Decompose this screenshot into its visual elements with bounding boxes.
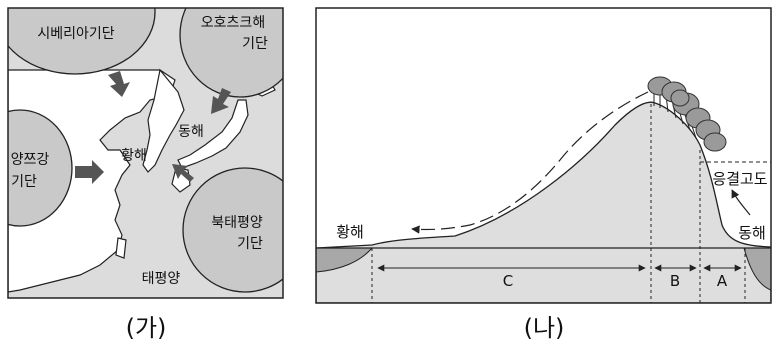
panel-ga-frame bbox=[7, 7, 284, 299]
taiwan bbox=[115, 237, 127, 259]
pacific-label: 태평양 bbox=[142, 271, 181, 287]
japan-honshu bbox=[177, 99, 249, 169]
north-pacific-label-1: 북태평양 bbox=[211, 215, 263, 231]
condensation-level-label: 응결고도 bbox=[712, 170, 767, 188]
caption-na: (나) bbox=[524, 314, 565, 342]
section-c-label: C bbox=[503, 272, 513, 290]
okhotsk-label-2: 기단 bbox=[242, 36, 268, 52]
siberia-label: 시베리아기단 bbox=[37, 26, 114, 42]
section-b-label: B bbox=[670, 272, 680, 290]
okhotsk-arrow bbox=[211, 88, 231, 114]
north-pacific-air-mass bbox=[182, 167, 283, 293]
airflow-windward-arrow bbox=[731, 189, 751, 216]
yellow-sea-label-na: 황해 bbox=[336, 223, 364, 241]
east-sea-label-na: 동해 bbox=[738, 224, 766, 242]
cloud-icon bbox=[647, 76, 727, 152]
caption-ga: (가) bbox=[126, 314, 167, 342]
section-boundaries bbox=[371, 104, 746, 303]
yangtze-arrow bbox=[75, 160, 104, 184]
yangtze-label-1: 양쯔강 bbox=[11, 152, 50, 168]
okhotsk-air-mass bbox=[179, 8, 283, 98]
section-a-label: A bbox=[717, 272, 728, 290]
airflow-leeward-arrow bbox=[411, 91, 649, 234]
yangtze-label-2: 기단 bbox=[11, 174, 37, 190]
east-sea-label: 동해 bbox=[178, 124, 204, 140]
north-pacific-arrow bbox=[172, 164, 194, 182]
yangtze-air-mass bbox=[8, 109, 73, 227]
panel-ga: 시베리아기단 오호츠크해 기단 양쯔강 기단 북태평양 기단 동해 황해 태평양… bbox=[7, 7, 284, 342]
panel-na: C B A 황해 동해 응결고도 (나) bbox=[315, 7, 772, 342]
panel-na-frame bbox=[315, 7, 772, 304]
terrain bbox=[316, 101, 771, 303]
east-sea-water bbox=[743, 247, 771, 291]
korean-peninsula bbox=[142, 68, 185, 173]
yellow-sea-water bbox=[316, 247, 374, 273]
siberia-arrow bbox=[108, 71, 130, 97]
siberia-air-mass bbox=[8, 8, 156, 75]
north-pacific-label-2: 기단 bbox=[237, 236, 263, 252]
yellow-sea-label: 황해 bbox=[121, 148, 147, 164]
okhotsk-label-1: 오호츠크해 bbox=[201, 15, 265, 31]
